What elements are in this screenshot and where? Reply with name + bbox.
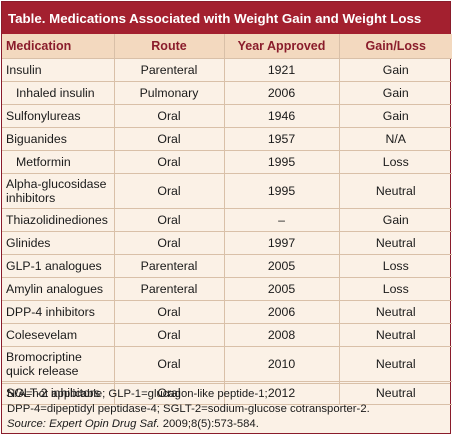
route-cell: Oral (114, 150, 225, 174)
route-cell: Oral (114, 173, 225, 209)
medication-cell: Bromocriptine quick release (2, 346, 115, 382)
route-cell: Oral (114, 346, 225, 382)
effect-cell: Gain (339, 208, 452, 232)
source-journal: Expert Opin Drug Saf. (49, 418, 160, 430)
table-row: Biguanides Oral 1957 N/A (2, 127, 452, 151)
effect-cell: Loss (339, 254, 452, 278)
effect-cell: Neutral (339, 346, 452, 382)
medication-cell: Metformin (2, 150, 115, 174)
column-header-medication: Medication (2, 34, 115, 59)
table-row: DPP-4 inhibitors Oral 2006 Neutral (2, 300, 452, 324)
table-row: Amylin analogues Parenteral 2005 Loss (2, 277, 452, 301)
column-header-year: Year Approved (224, 34, 340, 59)
year-cell: 2006 (224, 300, 340, 324)
year-cell: 2005 (224, 254, 340, 278)
table-row: Insulin Parenteral 1921 Gain (2, 58, 452, 82)
table-row: GLP-1 analogues Parenteral 2005 Loss (2, 254, 452, 278)
year-cell: 2008 (224, 323, 340, 347)
table-row: Alpha-glucosidase inhibitors Oral 1995 N… (2, 173, 452, 209)
year-cell: 2012 (224, 381, 340, 405)
medication-cell: Alpha-glucosidase inhibitors (2, 173, 115, 209)
source-line: Source: Expert Opin Drug Saf. 2009;8(5):… (7, 417, 445, 432)
table-title: Table. Medications Associated with Weigh… (2, 2, 450, 34)
table-footnotes: N/A=not applicable; GLP-1=glucagon-like … (2, 383, 450, 432)
medication-cell: Glinides (2, 231, 115, 255)
route-cell: Oral (114, 127, 225, 151)
year-cell: 1957 (224, 127, 340, 151)
medication-cell: SGLT-2 inhibitors (2, 381, 115, 405)
effect-cell: Loss (339, 150, 452, 174)
table-row: Sulfonylureas Oral 1946 Gain (2, 104, 452, 128)
effect-cell: Neutral (339, 381, 452, 405)
route-cell: Oral (114, 300, 225, 324)
route-cell: Oral (114, 323, 225, 347)
medication-cell: Biguanides (2, 127, 115, 151)
table-row: Thiazolidinediones Oral – Gain (2, 208, 452, 232)
effect-cell: N/A (339, 127, 452, 151)
medication-cell: Thiazolidinediones (2, 208, 115, 232)
effect-cell: Neutral (339, 231, 452, 255)
route-cell: Parenteral (114, 277, 225, 301)
medication-cell: Insulin (2, 58, 115, 82)
year-cell: 2006 (224, 81, 340, 105)
effect-cell: Neutral (339, 300, 452, 324)
source-label: Source: (7, 418, 46, 430)
medications-table: Medication Route Year Approved Gain/Loss… (2, 34, 452, 405)
route-cell: Pulmonary (114, 81, 225, 105)
medication-cell: Colesevelam (2, 323, 115, 347)
year-cell: 1997 (224, 231, 340, 255)
medication-cell: Amylin analogues (2, 277, 115, 301)
route-cell: Parenteral (114, 58, 225, 82)
effect-cell: Gain (339, 58, 452, 82)
footnote-line: DPP-4=dipeptidyl peptidase-4; SGLT-2=sod… (7, 403, 370, 415)
year-cell: 1921 (224, 58, 340, 82)
column-header-route: Route (114, 34, 225, 59)
year-cell: 1946 (224, 104, 340, 128)
medication-cell: Inhaled insulin (2, 81, 115, 105)
column-header-gain-loss: Gain/Loss (339, 34, 452, 59)
medication-cell: Sulfonylureas (2, 104, 115, 128)
route-cell: Oral (114, 208, 225, 232)
year-cell: – (224, 208, 340, 232)
table-row: Metformin Oral 1995 Loss (2, 150, 452, 174)
year-cell: 1995 (224, 173, 340, 209)
year-cell: 2010 (224, 346, 340, 382)
effect-cell: Neutral (339, 323, 452, 347)
table-row: Bromocriptine quick release Oral 2010 Ne… (2, 346, 452, 382)
medication-cell: DPP-4 inhibitors (2, 300, 115, 324)
effect-cell: Gain (339, 104, 452, 128)
effect-cell: Neutral (339, 173, 452, 209)
route-cell: Oral (114, 104, 225, 128)
table-row: Glinides Oral 1997 Neutral (2, 231, 452, 255)
route-cell: Oral (114, 231, 225, 255)
table-row: SGLT-2 inhibitors Oral 2012 Neutral (2, 381, 452, 405)
source-citation: 2009;8(5):573-584. (159, 418, 259, 430)
medication-cell: GLP-1 analogues (2, 254, 115, 278)
header-row: Medication Route Year Approved Gain/Loss (2, 34, 452, 59)
table-row: Colesevelam Oral 2008 Neutral (2, 323, 452, 347)
year-cell: 2005 (224, 277, 340, 301)
table-row: Inhaled insulin Pulmonary 2006 Gain (2, 81, 452, 105)
effect-cell: Loss (339, 277, 452, 301)
route-cell: Oral (114, 381, 225, 405)
route-cell: Parenteral (114, 254, 225, 278)
footnote-line: N/A=not applicable; GLP-1=glucagon-like … (7, 388, 268, 400)
effect-cell: Gain (339, 81, 452, 105)
year-cell: 1995 (224, 150, 340, 174)
